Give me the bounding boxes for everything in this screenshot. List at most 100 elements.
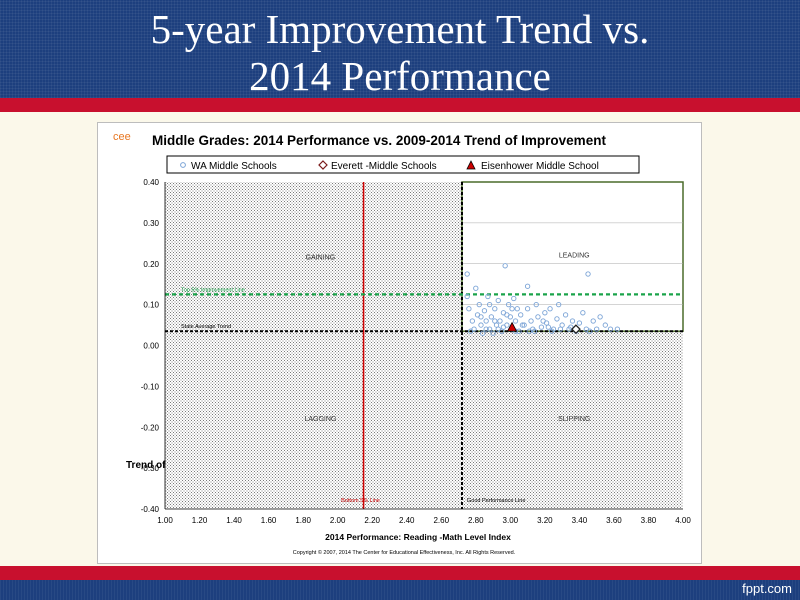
title-banner (0, 0, 800, 98)
reference-line-label: Bottom 5% Line (341, 498, 380, 504)
y-tick-label: 0.40 (143, 178, 159, 187)
x-tick-label: 2.80 (468, 516, 484, 525)
wa-school-point (585, 271, 591, 277)
wa-school-point (483, 326, 489, 332)
wa-school-point (554, 316, 560, 322)
bottom-red-stripe (0, 566, 800, 580)
x-axis-title: 2014 Performance: Reading -Math Level In… (325, 532, 511, 542)
wa-school-point (488, 314, 494, 320)
wa-school-point (538, 324, 545, 330)
x-tick-label: 3.80 (641, 516, 657, 525)
wa-school-point (473, 285, 479, 291)
wa-school-point (469, 318, 475, 324)
y-tick-label: -0.20 (141, 423, 160, 432)
chart-copyright: Copyright © 2007, 2014 The Center for Ed… (293, 549, 516, 556)
wa-school-point (464, 293, 470, 300)
wa-school-point (481, 308, 488, 314)
wa-school-point (545, 324, 551, 330)
wa-school-point (594, 326, 600, 332)
wa-school-point (505, 301, 512, 308)
slide-title-line-2: 2014 Performance (249, 53, 551, 99)
x-tick-label: 1.80 (295, 516, 311, 525)
x-tick-label: 3.00 (503, 516, 519, 525)
wa-school-point (549, 328, 555, 334)
quadrant-label: SLIPPING (558, 416, 590, 423)
wa-school-point (557, 326, 564, 332)
wa-school-point (535, 314, 541, 320)
x-tick-label: 1.60 (261, 516, 277, 525)
cee-logo: cee (113, 131, 131, 143)
wa-school-point (492, 306, 498, 312)
y-axis-title: Trend of (126, 460, 166, 471)
legend-circle-marker (180, 162, 186, 168)
x-tick-label: 4.00 (675, 516, 691, 525)
wa-school-point (524, 283, 531, 289)
wa-school-point (562, 312, 569, 318)
wa-school-point (587, 328, 593, 334)
wa-school-point (478, 314, 484, 320)
x-tick-label: 2.00 (330, 516, 346, 525)
wa-school-point (547, 306, 553, 312)
wa-school-point (524, 306, 531, 312)
wa-school-point (519, 322, 526, 328)
x-tick-label: 3.40 (572, 516, 588, 525)
y-tick-label: 0.10 (143, 301, 159, 310)
wa-school-point (607, 326, 614, 332)
reference-line-label: Good Performance Line (467, 498, 525, 504)
wa-school-point (486, 301, 493, 308)
x-tick-label: 3.60 (606, 516, 622, 525)
everett-point (571, 324, 581, 335)
footer-credit: fppt.com (742, 581, 792, 596)
wa-school-point (602, 322, 608, 328)
wa-school-point (556, 301, 562, 308)
wa-school-point (478, 322, 484, 328)
wa-school-point (497, 318, 503, 324)
x-tick-label: 1.20 (192, 516, 208, 525)
wa-school-point (476, 301, 482, 308)
x-tick-label: 3.20 (537, 516, 553, 525)
x-tick-label: 1.00 (157, 516, 173, 525)
y-tick-label: -0.30 (141, 464, 160, 473)
wa-school-point (464, 271, 470, 277)
wa-school-point (490, 330, 496, 336)
wa-school-point (512, 318, 519, 324)
quadrant-label: LAGGING (304, 416, 336, 423)
legend-triangle-marker (466, 160, 476, 170)
x-tick-label: 2.20 (364, 516, 380, 525)
legend-diamond-marker (318, 160, 328, 170)
wa-school-point (466, 306, 472, 312)
wa-school-point (542, 310, 548, 316)
slide-title-line-1: 5-year Improvement Trend vs. (150, 6, 650, 52)
legend-label-eisenhower: Eisenhower Middle School (481, 161, 599, 172)
wa-school-point (526, 328, 532, 334)
wa-school-point (480, 330, 486, 336)
y-tick-label: -0.40 (141, 505, 160, 514)
leading-quadrant (461, 181, 684, 332)
wa-school-point (486, 326, 493, 332)
chart-title: Middle Grades: 2014 Performance vs. 2009… (152, 133, 606, 148)
wa-school-point (576, 320, 583, 326)
wa-school-point (568, 324, 574, 330)
reference-line-label: State Average Trend (181, 324, 231, 330)
wa-school-point (511, 295, 517, 302)
wa-school-point (502, 263, 508, 269)
wa-school-point (485, 293, 491, 300)
wa-school-point (518, 312, 524, 318)
x-tick-label: 2.40 (399, 516, 415, 525)
wa-school-point (504, 312, 510, 318)
wa-school-point (528, 318, 534, 324)
y-tick-label: 0.20 (143, 260, 159, 269)
wa-school-point (533, 301, 539, 308)
wa-school-point (569, 318, 576, 324)
top-red-stripe (0, 98, 800, 112)
wa-school-point (597, 314, 603, 320)
eisenhower-point (506, 321, 518, 332)
chart-container: GAINING LEADING LAGGING SLIPPING Bottom 5% … (97, 122, 702, 564)
legend-label-wa: WA Middle Schools (191, 161, 277, 172)
wa-school-point (467, 328, 474, 334)
x-tick-label: 2.60 (433, 516, 449, 525)
scatter-chart: GAINING LEADING LAGGING SLIPPING Bottom 5% … (113, 131, 691, 556)
wa-school-point (531, 328, 538, 334)
slide-title: 5-year Improvement Trend vs. 2014 Perfor… (0, 6, 800, 100)
y-tick-label: 0.00 (143, 342, 159, 351)
